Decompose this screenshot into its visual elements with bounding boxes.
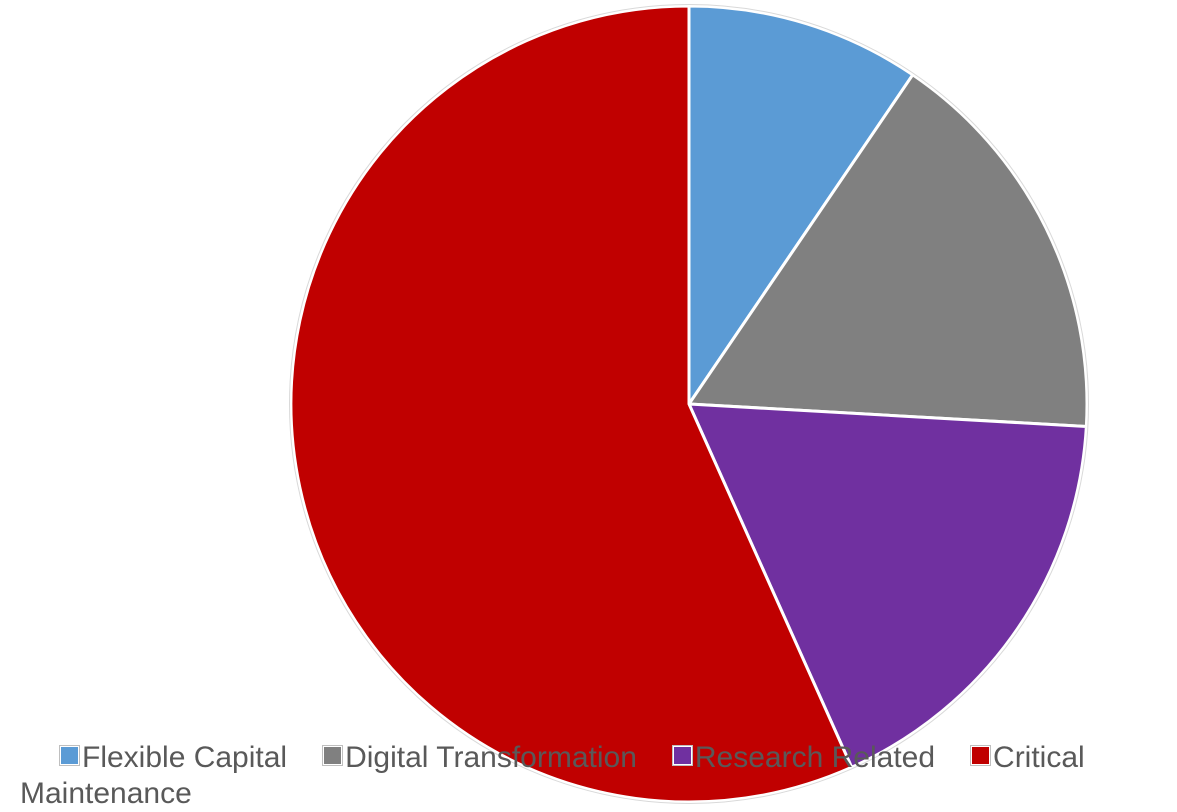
legend-label-critical-maintenance: Critical Maintenance bbox=[20, 741, 1085, 810]
pie-slice-flexible-capital[interactable] bbox=[687, 4, 915, 406]
legend-label-digital-transformation: Digital Transformation bbox=[345, 741, 637, 774]
legend-swatch-digital-transformation bbox=[322, 745, 344, 766]
pie-outline bbox=[289, 4, 1089, 804]
legend-label-research-related: Research Related bbox=[694, 741, 936, 774]
legend-label-flexible-capital: Flexible Capital bbox=[82, 741, 288, 774]
chart-legend: Flexible Capital Digital Transformation Re… bbox=[20, 740, 1170, 812]
pie-slice-research-related[interactable] bbox=[687, 402, 1088, 769]
pie-slice-critical-maintenance[interactable] bbox=[289, 4, 854, 804]
pie-slice-digital-transformation[interactable] bbox=[687, 73, 1089, 428]
legend-swatch-flexible-capital bbox=[59, 745, 80, 766]
legend-item-digital-transformation[interactable]: Digital Transformation bbox=[322, 741, 637, 774]
legend-item-critical-maintenance[interactable]: Critical Maintenance bbox=[20, 741, 1085, 810]
legend-item-research-related[interactable]: Research Related bbox=[671, 741, 936, 774]
legend-swatch-critical-maintenance bbox=[970, 745, 992, 766]
pie-slices bbox=[289, 4, 1089, 804]
legend-item-flexible-capital[interactable]: Flexible Capital bbox=[59, 741, 288, 774]
legend-swatch-research-related bbox=[671, 745, 693, 766]
